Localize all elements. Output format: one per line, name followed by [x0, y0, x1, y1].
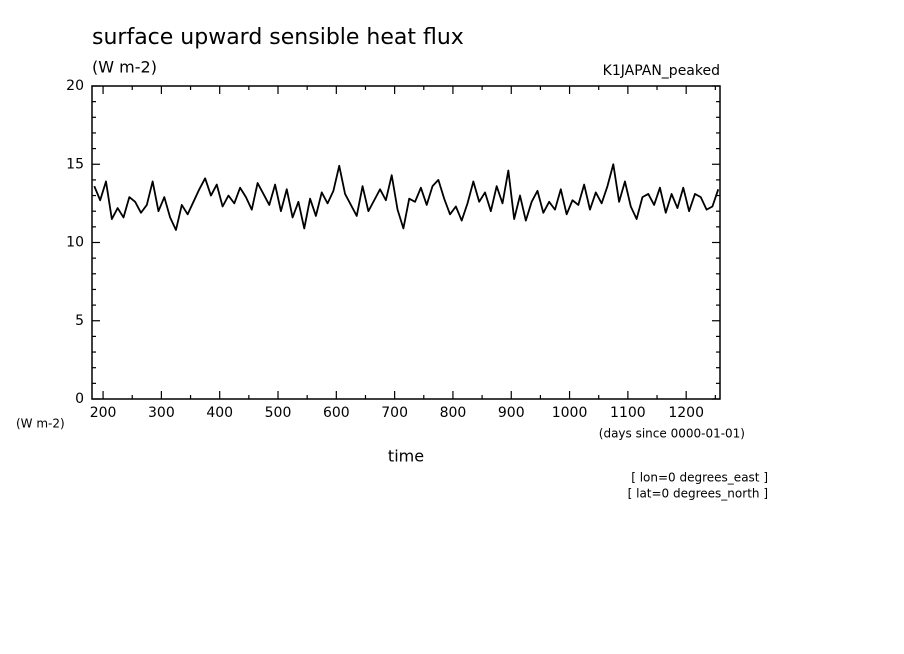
x-tick-label: 900	[498, 405, 525, 421]
y-tick-label: 0	[75, 391, 84, 407]
x-tick-label: 200	[90, 405, 117, 421]
subtitle: (W m-2)	[92, 58, 157, 77]
x-tick-label: 1100	[610, 405, 646, 421]
x-units: (days since 0000-01-01)	[599, 427, 745, 441]
note: [ lon=0 degrees_east ]	[631, 471, 768, 485]
note: [ lat=0 degrees_north ]	[628, 487, 768, 501]
x-tick-label: 300	[148, 405, 175, 421]
annotation: K1JAPAN_peaked	[603, 63, 720, 79]
x-tick-label: 700	[381, 405, 408, 421]
data-line	[93, 163, 720, 231]
y-tick-label: 15	[66, 156, 84, 172]
x-tick-label: 1200	[668, 405, 704, 421]
x-tick-label: 500	[265, 405, 292, 421]
x-tick-label: 400	[206, 405, 233, 421]
y-tick-label: 10	[66, 235, 84, 251]
x-tick-label: 800	[440, 405, 467, 421]
y-tick-label: 20	[66, 78, 84, 94]
x-tick-label: 600	[323, 405, 350, 421]
x-axis-label: time	[388, 447, 424, 466]
y-tick-label: 5	[75, 313, 84, 329]
y-axis-label: (W m-2)	[16, 417, 65, 431]
chart-title: surface upward sensible heat flux	[92, 25, 464, 50]
x-tick-label: 1000	[552, 405, 588, 421]
